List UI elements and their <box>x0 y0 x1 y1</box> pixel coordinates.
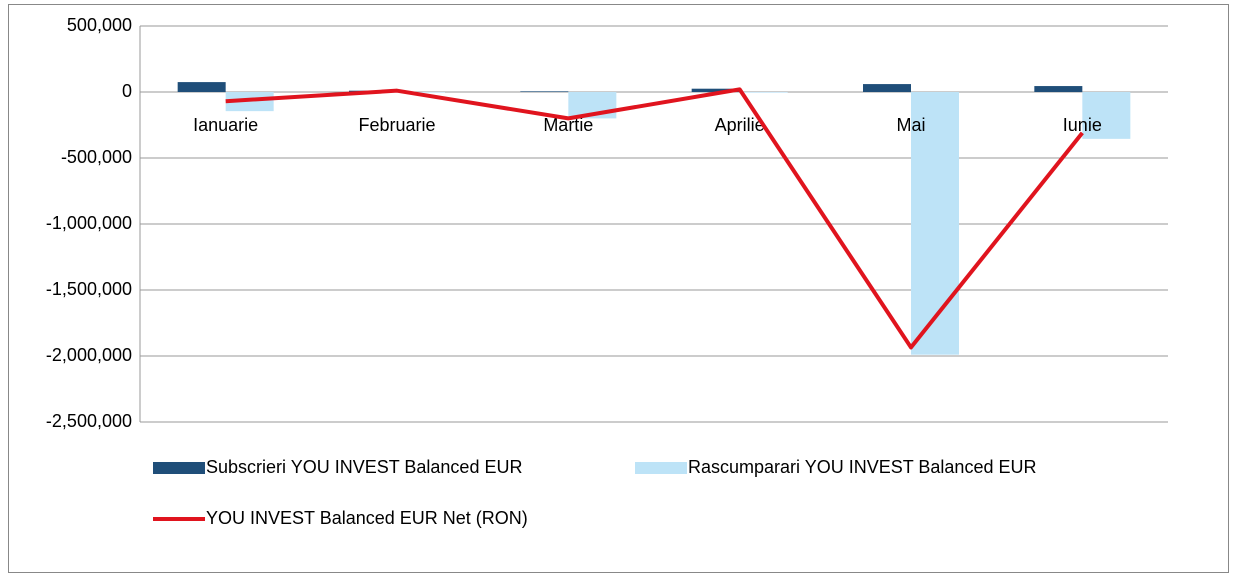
y-tick-label: 500,000 <box>67 15 132 35</box>
y-tick-label: -1,500,000 <box>46 279 132 299</box>
bar <box>739 92 788 93</box>
chart-border <box>8 4 1229 573</box>
legend-label: YOU INVEST Balanced EUR Net (RON) <box>206 508 528 528</box>
x-tick-label: Martie <box>543 115 593 135</box>
bar <box>397 92 445 93</box>
x-tick-label: Ianuarie <box>193 115 258 135</box>
x-tick-label: Februarie <box>358 115 435 135</box>
y-tick-label: -500,000 <box>61 147 132 167</box>
legend-swatch <box>153 462 205 474</box>
bar <box>177 82 226 92</box>
legend-swatch <box>635 462 687 474</box>
x-tick-label: Iunie <box>1063 115 1102 135</box>
bar <box>863 84 911 92</box>
bar <box>1034 86 1083 92</box>
bar <box>1082 92 1131 139</box>
bar <box>691 88 740 92</box>
x-tick-label: Aprilie <box>715 115 765 135</box>
bar <box>911 92 959 355</box>
line <box>225 87 1084 350</box>
x-tick-label: Mai <box>896 115 925 135</box>
y-tick-label: -2,000,000 <box>46 345 132 365</box>
legend-label: Rascumparari YOU INVEST Balanced EUR <box>688 457 1036 477</box>
y-tick-label: 0 <box>122 81 132 101</box>
bar <box>520 91 569 92</box>
y-tick-label: -2,500,000 <box>46 411 132 431</box>
y-tick-label: -1,000,000 <box>46 213 132 233</box>
legend-label: Subscrieri YOU INVEST Balanced EUR <box>206 457 522 477</box>
